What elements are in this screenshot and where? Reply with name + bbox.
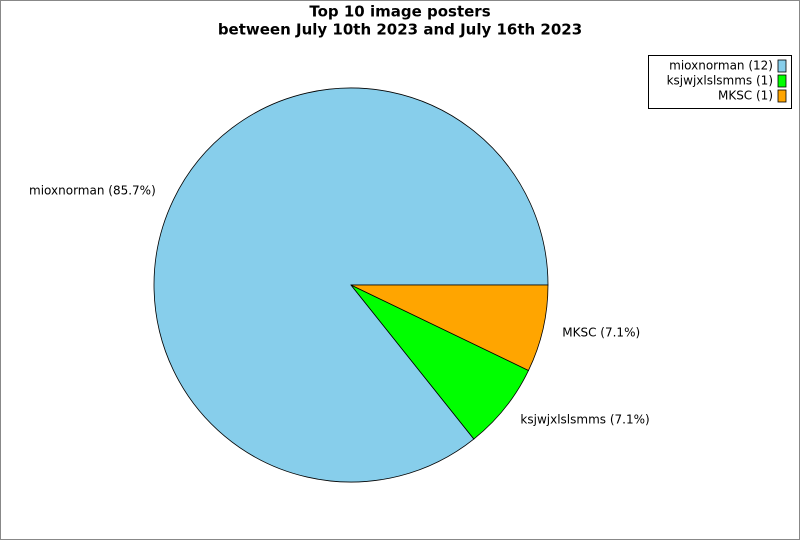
legend-box — [648, 55, 792, 109]
legend-swatch — [777, 59, 787, 73]
slice-label: mioxnorman (85.7%) — [29, 183, 156, 197]
legend-label: MKSC (1) — [718, 89, 773, 103]
legend-swatch — [777, 74, 787, 88]
pie-slice — [350, 284, 549, 372]
legend-label: ksjwjxlslsmms (1) — [667, 74, 773, 88]
legend-label: mioxnorman (12) — [669, 59, 773, 73]
slice-label: ksjwjxlslsmms (7.1%) — [520, 413, 649, 427]
legend-swatch — [777, 89, 787, 103]
slice-label: MKSC (7.1%) — [562, 326, 640, 340]
chart-title: Top 10 image posters — [309, 3, 490, 21]
chart-subtitle: between July 10th 2023 and July 16th 202… — [218, 21, 582, 39]
